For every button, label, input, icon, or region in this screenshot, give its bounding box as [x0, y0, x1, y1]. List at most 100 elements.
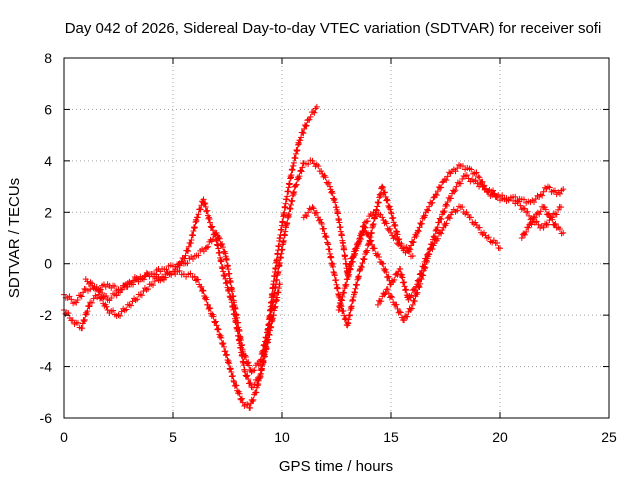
- data-point: [354, 276, 361, 283]
- data-point: [289, 197, 296, 204]
- data-point: [481, 229, 488, 236]
- data-point: [382, 266, 389, 273]
- data-point: [305, 209, 312, 216]
- data-point: [318, 220, 325, 227]
- data-point: [362, 224, 369, 231]
- data-point: [467, 214, 474, 221]
- data-point: [204, 301, 211, 308]
- data-point: [408, 242, 415, 249]
- data-point: [66, 293, 73, 300]
- data-point: [81, 318, 88, 325]
- data-point: [357, 236, 364, 243]
- data-point: [439, 179, 446, 186]
- data-point: [339, 293, 346, 300]
- data-point: [423, 206, 430, 213]
- data-point: [420, 272, 427, 279]
- data-point: [556, 226, 563, 233]
- data-point: [254, 376, 261, 383]
- data-point: [560, 229, 567, 236]
- data-point: [426, 251, 433, 258]
- data-point: [213, 322, 220, 329]
- data-point: [77, 292, 84, 299]
- data-point: [341, 246, 348, 253]
- grid-lines: [64, 58, 609, 418]
- data-point: [413, 233, 420, 240]
- data-point: [247, 404, 254, 411]
- data-point: [397, 265, 404, 272]
- data-point: [531, 214, 538, 221]
- data-point: [387, 206, 394, 213]
- data-point: [206, 216, 213, 223]
- data-point: [196, 206, 203, 213]
- data-point: [375, 199, 382, 206]
- data-point: [426, 203, 433, 210]
- data-point: [348, 303, 355, 310]
- data-point: [418, 276, 425, 283]
- data-point: [411, 298, 418, 305]
- data-point: [367, 238, 374, 245]
- data-point: [229, 373, 236, 380]
- data-point: [220, 343, 227, 350]
- data-point: [415, 228, 422, 235]
- data-point: [295, 140, 302, 147]
- data-point: [250, 396, 257, 403]
- data-point: [531, 199, 538, 206]
- y-tick-label: 4: [44, 153, 52, 169]
- data-point: [73, 299, 80, 306]
- data-point: [537, 191, 544, 198]
- data-point: [260, 347, 267, 354]
- data-point: [228, 369, 235, 376]
- data-point: [221, 272, 228, 279]
- data-point: [386, 225, 393, 232]
- x-tick-label: 20: [492, 429, 508, 445]
- data-point: [438, 184, 445, 191]
- data-point: [556, 190, 563, 197]
- data-point: [317, 216, 324, 223]
- data-point: [378, 298, 385, 305]
- data-point: [358, 232, 365, 239]
- data-point: [408, 305, 415, 312]
- data-point: [191, 224, 198, 231]
- data-point: [549, 216, 556, 223]
- data-point: [535, 221, 542, 228]
- data-point: [175, 261, 182, 268]
- data-point: [396, 308, 403, 315]
- data-point: [334, 210, 341, 217]
- data-point: [271, 290, 278, 297]
- data-point: [163, 266, 170, 273]
- data-point: [434, 188, 441, 195]
- data-point: [313, 161, 320, 168]
- data-point: [212, 318, 219, 325]
- data-point: [328, 189, 335, 196]
- data-point: [296, 173, 303, 180]
- data-point: [222, 348, 229, 355]
- data-point: [299, 129, 306, 136]
- data-point: [245, 359, 252, 366]
- data-point: [523, 228, 530, 235]
- data-point: [291, 154, 298, 161]
- data-point: [346, 271, 353, 278]
- data-point: [184, 248, 191, 255]
- data-point: [435, 219, 442, 226]
- data-point: [393, 301, 400, 308]
- data-point: [438, 216, 445, 223]
- data-point: [134, 296, 141, 303]
- data-point: [361, 256, 368, 263]
- data-point: [536, 211, 543, 218]
- data-point: [525, 224, 532, 231]
- data-point: [555, 206, 562, 213]
- data-point: [203, 244, 210, 251]
- data-point: [544, 221, 551, 228]
- data-point: [349, 259, 356, 266]
- data-point: [430, 194, 437, 201]
- data-point: [130, 281, 137, 288]
- data-point: [540, 224, 547, 231]
- data-point: [223, 256, 230, 263]
- data-point: [294, 147, 301, 154]
- data-point: [85, 302, 92, 309]
- data-point: [241, 368, 248, 375]
- data-point: [454, 165, 461, 172]
- data-point: [300, 130, 307, 137]
- data-point: [275, 268, 282, 275]
